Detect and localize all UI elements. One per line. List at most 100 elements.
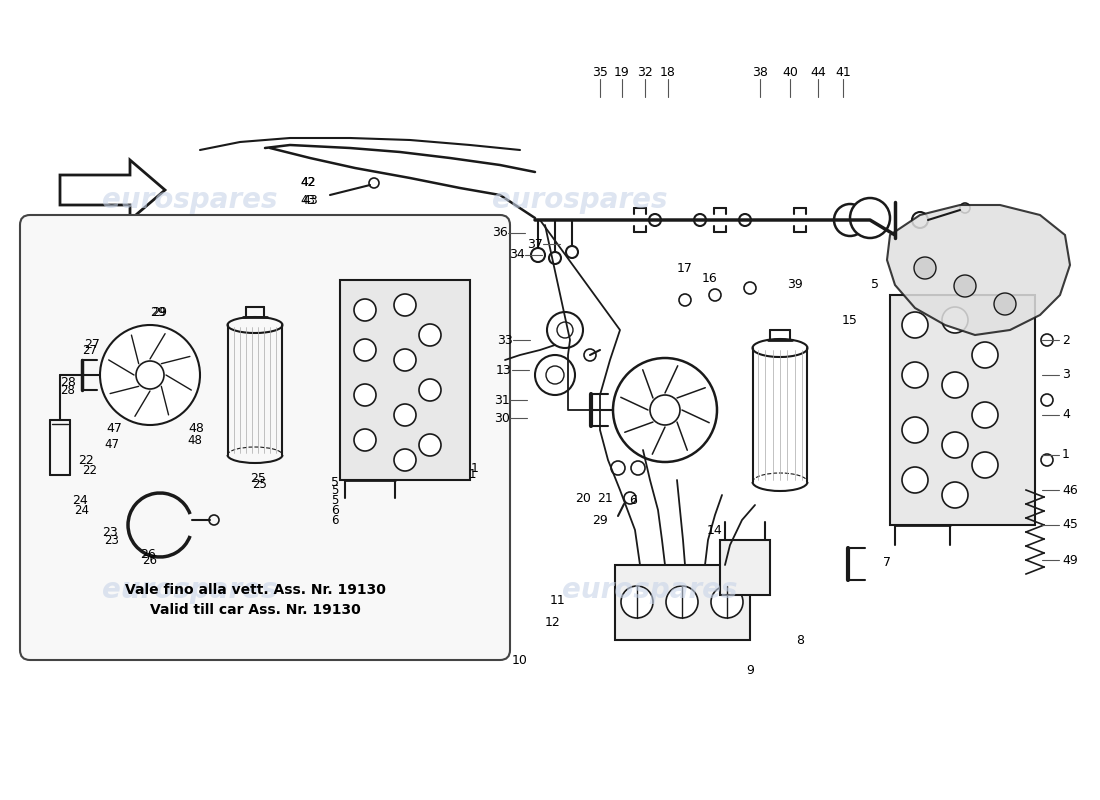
Text: 18: 18	[660, 66, 675, 78]
Text: 25: 25	[250, 471, 266, 485]
Text: 37: 37	[527, 238, 543, 250]
Text: 5: 5	[331, 475, 339, 489]
Circle shape	[354, 429, 376, 451]
Circle shape	[954, 275, 976, 297]
Text: 5: 5	[331, 494, 339, 506]
Circle shape	[354, 299, 376, 321]
Text: 5: 5	[331, 483, 339, 497]
Circle shape	[679, 294, 691, 306]
Text: 49: 49	[1062, 554, 1078, 566]
Text: 19: 19	[614, 66, 630, 78]
Text: 34: 34	[509, 249, 525, 262]
Circle shape	[531, 248, 544, 262]
Circle shape	[549, 252, 561, 264]
Text: 11: 11	[550, 594, 565, 606]
Text: 45: 45	[1062, 518, 1078, 531]
Circle shape	[546, 366, 564, 384]
Text: 29: 29	[153, 306, 167, 319]
Circle shape	[557, 322, 573, 338]
Circle shape	[942, 482, 968, 508]
Text: 42: 42	[300, 177, 316, 190]
Bar	[890, 295, 1035, 525]
Text: 23: 23	[104, 534, 120, 546]
Text: 40: 40	[782, 66, 797, 78]
Circle shape	[914, 257, 936, 279]
Text: 1: 1	[469, 469, 475, 482]
Text: 29: 29	[592, 514, 608, 526]
Circle shape	[694, 214, 706, 226]
Text: 15: 15	[843, 314, 858, 326]
Text: 23: 23	[102, 526, 118, 538]
Text: eurospares: eurospares	[102, 186, 277, 214]
Text: eurospares: eurospares	[493, 186, 668, 214]
Text: 6: 6	[331, 514, 339, 526]
Circle shape	[972, 342, 998, 368]
Bar	[720, 540, 770, 595]
Text: 31: 31	[494, 394, 510, 406]
Text: 25: 25	[253, 478, 267, 491]
Circle shape	[942, 432, 968, 458]
Text: 20: 20	[575, 491, 591, 505]
Text: 46: 46	[1062, 483, 1078, 497]
Text: 3: 3	[1062, 369, 1070, 382]
Text: 8: 8	[796, 634, 804, 646]
Bar	[615, 565, 750, 640]
Circle shape	[902, 417, 928, 443]
Text: 30: 30	[494, 411, 510, 425]
Text: 24: 24	[75, 503, 89, 517]
Text: 22: 22	[78, 454, 94, 466]
Text: 16: 16	[702, 271, 718, 285]
Circle shape	[100, 325, 200, 425]
Text: 26: 26	[143, 554, 157, 566]
Circle shape	[419, 324, 441, 346]
Text: 1: 1	[471, 462, 478, 474]
Text: 1: 1	[1062, 449, 1070, 462]
Text: 10: 10	[513, 654, 528, 666]
Text: 21: 21	[597, 491, 613, 505]
Circle shape	[394, 294, 416, 316]
Circle shape	[354, 339, 376, 361]
Circle shape	[419, 379, 441, 401]
Text: 32: 32	[637, 66, 653, 78]
Text: 36: 36	[492, 226, 508, 239]
Circle shape	[394, 349, 416, 371]
Circle shape	[902, 467, 928, 493]
Text: 38: 38	[752, 66, 768, 78]
Circle shape	[613, 358, 717, 462]
Text: 43: 43	[300, 194, 316, 206]
Circle shape	[850, 198, 890, 238]
Circle shape	[942, 372, 968, 398]
Circle shape	[972, 452, 998, 478]
Text: 47: 47	[104, 438, 120, 451]
Circle shape	[972, 402, 998, 428]
Bar	[340, 280, 470, 480]
Text: eurospares: eurospares	[562, 576, 738, 604]
Circle shape	[834, 204, 866, 236]
Circle shape	[649, 214, 661, 226]
Circle shape	[739, 214, 751, 226]
Text: 7: 7	[883, 555, 891, 569]
Text: 14: 14	[707, 523, 723, 537]
Polygon shape	[60, 160, 165, 220]
Text: 17: 17	[678, 262, 693, 274]
Text: 39: 39	[788, 278, 803, 291]
Text: 9: 9	[746, 663, 754, 677]
Text: 42: 42	[300, 177, 316, 190]
Circle shape	[650, 395, 680, 425]
Text: eurospares: eurospares	[102, 576, 277, 604]
Circle shape	[621, 586, 653, 618]
Circle shape	[902, 362, 928, 388]
Text: Valid till car Ass. Nr. 19130: Valid till car Ass. Nr. 19130	[150, 603, 361, 617]
Text: Vale fino alla vett. Ass. Nr. 19130: Vale fino alla vett. Ass. Nr. 19130	[124, 583, 385, 597]
Circle shape	[547, 312, 583, 348]
Text: 47: 47	[106, 422, 122, 434]
Circle shape	[136, 361, 164, 389]
Circle shape	[666, 586, 698, 618]
Text: 27: 27	[84, 338, 100, 351]
Circle shape	[902, 312, 928, 338]
Text: 41: 41	[835, 66, 851, 78]
Text: 33: 33	[497, 334, 513, 346]
Polygon shape	[887, 205, 1070, 335]
Text: 13: 13	[496, 363, 512, 377]
Circle shape	[942, 307, 968, 333]
